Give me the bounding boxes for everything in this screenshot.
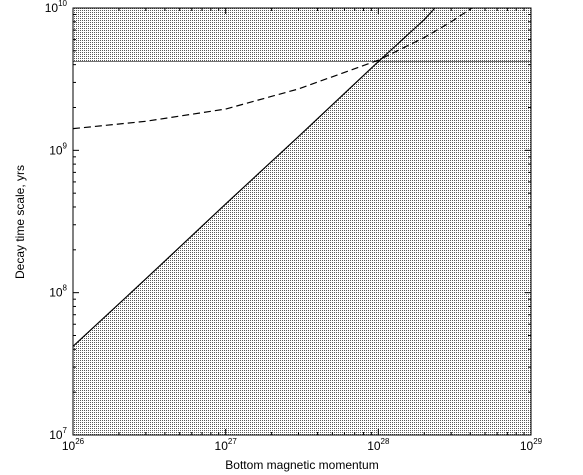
plot-frame [72,7,532,436]
curves [73,8,473,347]
y-axis-label: Decay time scale, yrs [13,165,27,279]
y-tick-label: 107 [49,426,67,442]
shaded-region [73,8,531,435]
x-axis-label: Bottom magnetic momentum [225,458,378,472]
solid-curve [73,8,436,347]
y-tick-label: 108 [49,284,67,300]
y-tick-label: 1010 [45,0,68,15]
dashed-curve [73,8,473,130]
x-tick-label: 1029 [520,437,543,453]
tick-labels: 1026 1027 1028 1029 107 108 109 1010 [45,0,543,453]
x-tick-label: 1027 [215,437,238,453]
x-tick-label: 1026 [62,437,85,453]
y-tick-label: 109 [49,141,67,157]
axis-ticks [72,7,532,436]
shaded-below-solid [73,8,531,435]
x-tick-label: 1028 [367,437,390,453]
